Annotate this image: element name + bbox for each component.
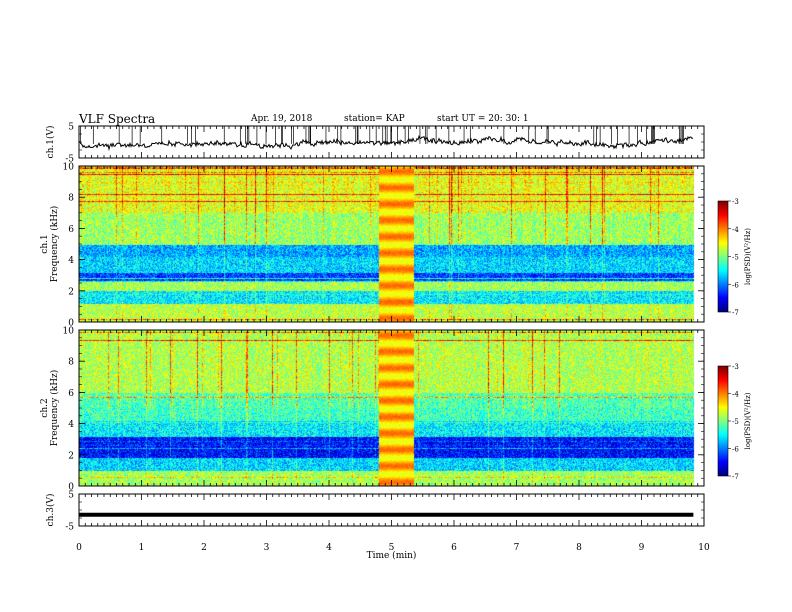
- x-tick-label: 8: [576, 543, 582, 553]
- ch1-spectrogram-ylabel: ch.1Frequency (kHz): [40, 206, 60, 283]
- x-tick-label: 9: [639, 543, 645, 553]
- ch1-colorbar-tick-label: -4: [732, 226, 739, 234]
- ch2-colorbar-tick-label: -3: [732, 363, 739, 371]
- ch1-waveform-ytick-label: 5: [68, 123, 74, 133]
- ch3-waveform-ytick-label: -5: [65, 523, 74, 533]
- ch2-spectrogram-image: [79, 330, 704, 486]
- x-tick-label: 3: [264, 543, 270, 553]
- ch2-spectrogram-ytick-label: 10: [63, 327, 75, 337]
- ch3-waveform-ytick-label: 5: [68, 491, 74, 501]
- x-tick-label: 0: [76, 543, 82, 553]
- x-tick-label: 4: [326, 543, 332, 553]
- ch1-spectrogram-ytick-label: 10: [63, 163, 75, 173]
- ch2-colorbar-tick-label: -6: [732, 446, 739, 454]
- ch2-spectrogram-ylabel: ch.2Frequency (kHz): [40, 370, 60, 447]
- x-tick-label: 7: [514, 543, 520, 553]
- ch2-spectrogram-ytick-label: 8: [68, 358, 74, 368]
- x-tick-label: 1: [139, 543, 145, 553]
- station-label: station= KAP: [344, 114, 405, 124]
- ch1-colorbar-tick-label: -3: [732, 198, 739, 206]
- ch2-colorbar-tick-label: -4: [732, 391, 739, 399]
- ch1-colorbar-label: log(PSD)(V²/Hz): [744, 228, 752, 285]
- ch1-waveform-ytick-label: -5: [65, 155, 74, 165]
- ch2-spectrogram-ytick-label: 2: [68, 451, 74, 461]
- ch1-spectrogram-ytick-label: 6: [68, 225, 74, 235]
- x-tick-label: 2: [201, 543, 207, 553]
- ch1-spectrogram-ytick-label: 8: [68, 194, 74, 204]
- ch1-colorbar: [718, 201, 728, 312]
- x-tick-label: 10: [698, 543, 710, 553]
- start-time-label: start UT = 20: 30: 1: [437, 114, 529, 124]
- ch2-colorbar: [718, 366, 728, 476]
- ch3-waveform-ylabel: ch.3(V): [45, 494, 56, 527]
- x-axis-label: Time (min): [367, 550, 417, 561]
- ch2-colorbar-label: log(PSD)(V²/Hz): [744, 392, 752, 449]
- ch1-colorbar-tick-label: -6: [732, 281, 739, 289]
- ch1-colorbar-tick-label: -5: [732, 254, 739, 262]
- ch2-spectrogram-ytick-label: 4: [68, 420, 74, 430]
- ch2-spectrogram-ytick-label: 0: [68, 483, 74, 493]
- ch2-colorbar-tick-label: -5: [732, 418, 739, 426]
- ch1-waveform-ylabel: ch.1(V): [45, 126, 56, 159]
- ch2-colorbar-tick-label: -7: [732, 473, 739, 481]
- x-tick-label: 5: [389, 543, 395, 553]
- ch1-waveform-line: [78, 134, 694, 152]
- figure-title: VLF Spectra: [79, 112, 156, 126]
- ch2-spectrogram-ytick-label: 6: [68, 389, 74, 399]
- ch1-spectrogram-ytick-label: 0: [68, 319, 74, 329]
- ch1-colorbar-tick-label: -7: [732, 309, 739, 317]
- x-tick-label: 6: [451, 543, 457, 553]
- ch1-spectrogram-ytick-label: 2: [68, 287, 74, 297]
- ch1-spectrogram-ytick-label: 4: [68, 256, 74, 266]
- ch1-spectrogram-image: [79, 166, 704, 322]
- date-label: Apr. 19, 2018: [251, 114, 313, 124]
